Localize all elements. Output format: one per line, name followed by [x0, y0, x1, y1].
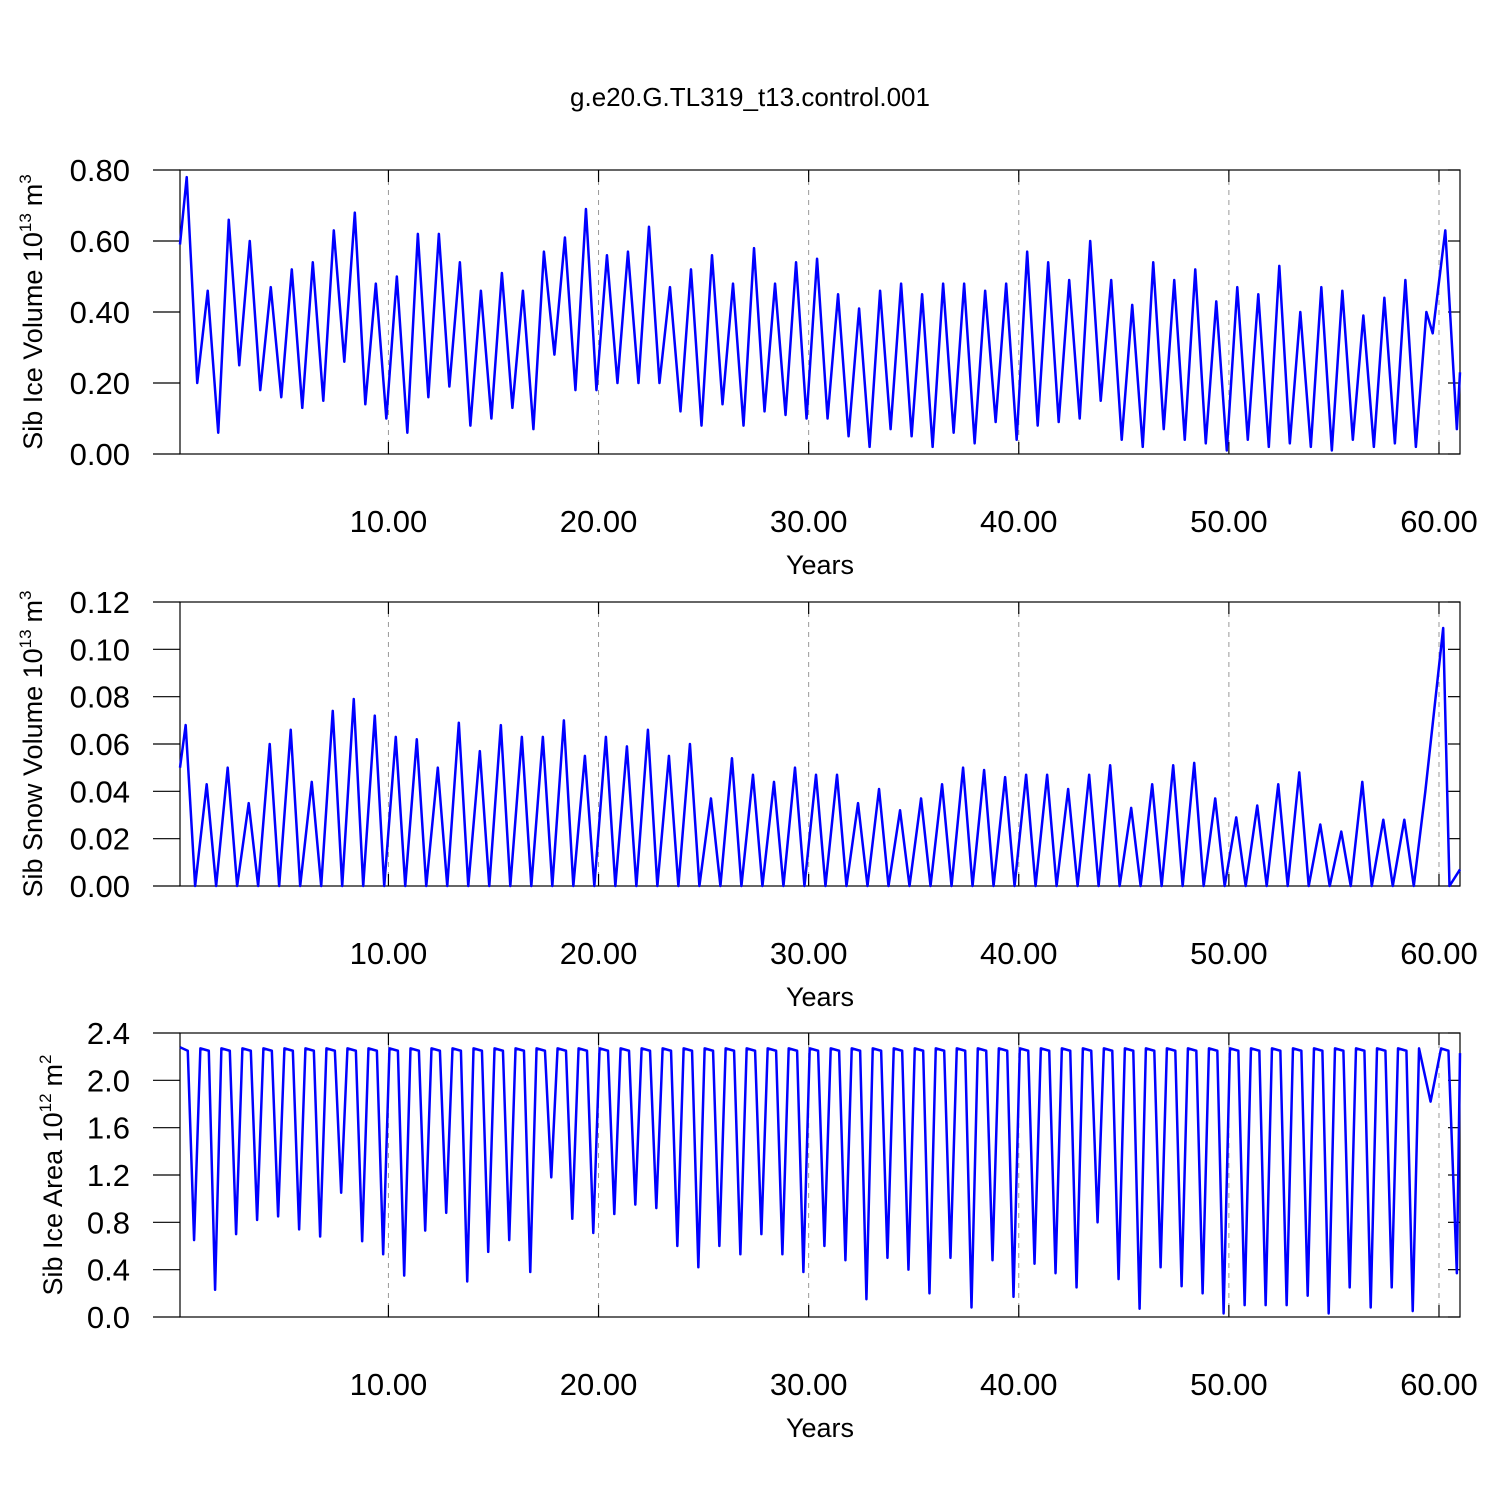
y-axis-title-unit-exponent: 3	[16, 174, 35, 183]
x-tick-label: 20.00	[560, 1367, 638, 1402]
data-line	[178, 175, 1462, 452]
panel: 10.00 20.00 30.00 40.00 50.00 60.00 0.00 0.02 0.…	[16, 585, 1478, 1012]
y-tick-label: 0.4	[87, 1253, 130, 1288]
x-tick-label: 50.00	[1190, 1367, 1268, 1402]
x-tick-label: 30.00	[770, 1367, 848, 1402]
y-axis-title-unit: m	[18, 184, 48, 207]
x-tick-label: 10.00	[350, 1367, 428, 1402]
y-tick-label: 2.4	[87, 1016, 130, 1051]
y-tick-label: 0.10	[70, 632, 130, 667]
y-axis-title-unit: m	[18, 600, 48, 623]
y-tick-label: 0.0	[87, 1300, 130, 1335]
x-tick-label: 40.00	[980, 504, 1058, 539]
data-line	[179, 1046, 1462, 1315]
y-axis-title-text: Sib Ice Area 10	[38, 1112, 68, 1295]
y-axis-title-unit: m	[38, 1064, 68, 1087]
y-axis-title-exponent: 13	[16, 629, 35, 648]
y-tick-label: 0.12	[70, 585, 130, 620]
x-tick-label: 60.00	[1400, 936, 1478, 971]
x-tick-label: 60.00	[1400, 504, 1478, 539]
y-axis-title-text: Sib Ice Volume 10	[18, 232, 48, 450]
y-tick-label: 0.80	[70, 153, 130, 188]
x-axis-title: Years	[786, 1413, 854, 1443]
x-axis-title: Years	[786, 550, 854, 580]
x-axis-title: Years	[786, 982, 854, 1012]
x-tick-label: 40.00	[980, 936, 1058, 971]
y-axis-title-unit-exponent: 3	[16, 590, 35, 599]
x-tick-label: 30.00	[770, 504, 848, 539]
x-tick-label: 10.00	[350, 504, 428, 539]
y-tick-label: 0.08	[70, 680, 130, 715]
y-tick-label: 0.02	[70, 822, 130, 857]
y-tick-label: 0.40	[70, 295, 130, 330]
x-tick-label: 60.00	[1400, 1367, 1478, 1402]
y-tick-label: 0.06	[70, 727, 130, 762]
figure-title: g.e20.G.TL319_t13.control.001	[570, 82, 930, 112]
y-tick-label: 0.20	[70, 366, 130, 401]
x-tick-label: 50.00	[1190, 936, 1268, 971]
y-axis-title-text: Sib Snow Volume 10	[18, 648, 48, 897]
y-tick-label: 0.00	[70, 437, 130, 472]
y-tick-label: 0.04	[70, 774, 130, 809]
y-tick-label: 0.60	[70, 224, 130, 259]
y-tick-label: 1.2	[87, 1158, 130, 1193]
x-tick-label: 10.00	[350, 936, 428, 971]
y-axis-title: Sib Ice Area 1012 m2	[36, 1054, 68, 1295]
y-axis-title-exponent: 12	[36, 1093, 55, 1112]
y-tick-label: 2.0	[87, 1063, 130, 1098]
data-line	[178, 626, 1462, 888]
panel: 10.00 20.00 30.00 40.00 50.00 60.00 0.00 0.20 0.…	[16, 153, 1478, 580]
y-axis-title: Sib Snow Volume 1013 m3	[16, 590, 48, 897]
x-tick-label: 20.00	[560, 504, 638, 539]
y-tick-label: 0.00	[70, 869, 130, 904]
x-tick-label: 30.00	[770, 936, 848, 971]
y-axis-title-exponent: 13	[16, 213, 35, 232]
x-tick-label: 50.00	[1190, 504, 1268, 539]
x-tick-label: 40.00	[980, 1367, 1058, 1402]
y-tick-label: 0.8	[87, 1205, 130, 1240]
y-tick-label: 1.6	[87, 1111, 130, 1146]
panel: 10.00 20.00 30.00 40.00 50.00 60.00 0.0 0.4 0.8 1…	[36, 1016, 1478, 1443]
x-tick-label: 20.00	[560, 936, 638, 971]
y-axis-title-unit-exponent: 2	[36, 1054, 55, 1063]
y-axis-title: Sib Ice Volume 1013 m3	[16, 174, 48, 450]
